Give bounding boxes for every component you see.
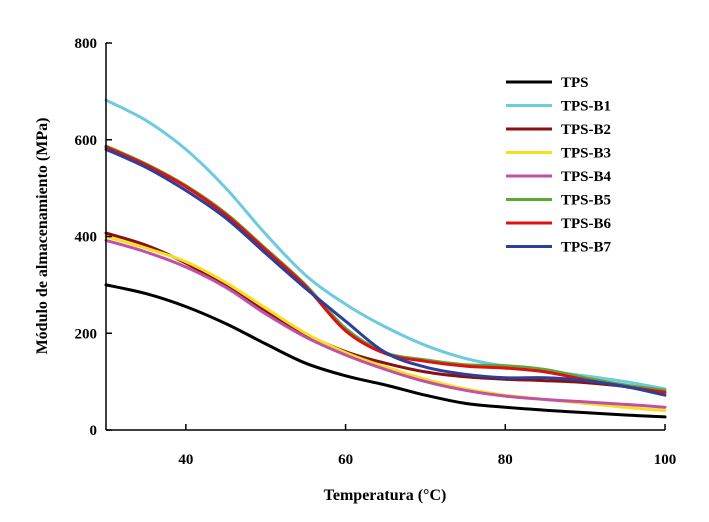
legend-label-tps: TPS — [561, 75, 589, 91]
legend-label-tps-b7: TPS-B7 — [561, 240, 612, 256]
x-tick-label: 100 — [654, 452, 677, 468]
series-line-tps-b2 — [104, 231, 667, 394]
y-tick-label: 800 — [75, 36, 98, 52]
x-tick-label: 60 — [338, 452, 353, 468]
y-tick-label: 400 — [75, 230, 98, 246]
y-tick-label: 600 — [75, 133, 98, 149]
legend-label-tps-b5: TPS-B5 — [561, 193, 611, 209]
x-ticks: 40 60 80 100 — [178, 424, 676, 468]
legend-label-tps-b3: TPS-B3 — [561, 146, 611, 162]
legend: TPS TPS-B1 TPS-B2 TPS-B3 TPS-B4 TPS-B5 TPS-B6 T… — [506, 75, 612, 256]
x-tick-label: 80 — [498, 452, 513, 468]
series-line-tps-b4 — [104, 238, 667, 409]
legend-label-tps-b2: TPS-B2 — [561, 122, 611, 138]
series-line-tps-b7 — [104, 147, 667, 397]
series-line-tps — [104, 283, 667, 419]
y-ticks: 0 200 400 600 800 — [75, 36, 112, 439]
y-axis-title: Módulo de almacenamiento (MPa) — [34, 118, 51, 355]
legend-label-tps-b4: TPS-B4 — [561, 169, 612, 185]
x-tick-label: 40 — [178, 452, 193, 468]
x-axis-title: Temperatura (°C) — [324, 487, 447, 504]
plot-lines — [104, 98, 667, 419]
legend-label-tps-b6: TPS-B6 — [561, 216, 612, 232]
y-tick-label: 0 — [90, 423, 98, 439]
legend-label-tps-b1: TPS-B1 — [561, 99, 611, 115]
y-tick-label: 200 — [75, 326, 98, 342]
